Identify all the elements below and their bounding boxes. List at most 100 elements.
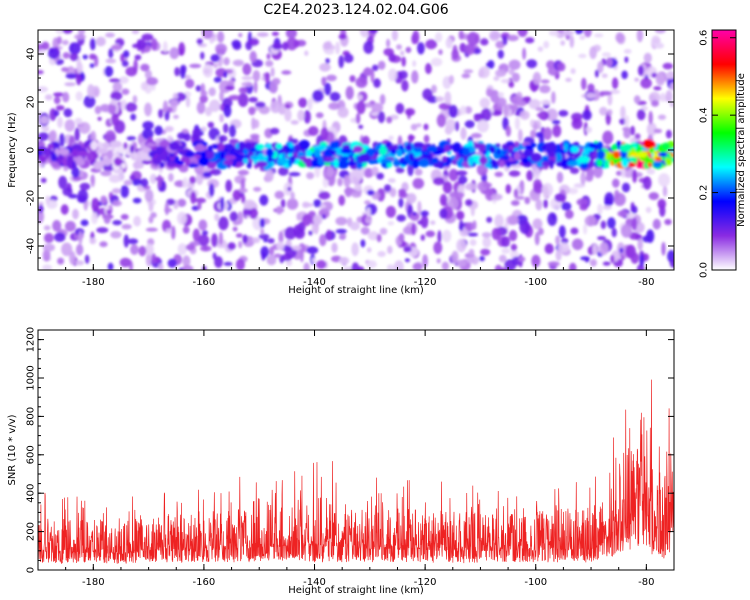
heatmap-ridge-cell [39,155,47,164]
heatmap-cell [391,30,399,41]
heatmap-ridge-cell [352,145,364,154]
heatmap-ridge-cell [610,145,618,151]
heatmap-cell [107,262,114,270]
heatmap-cell [558,242,570,253]
heatmap-cell [422,254,428,268]
heatmap-cell [547,212,558,226]
heatmap-cell [611,227,617,238]
heatmap-cell [351,242,359,257]
heatmap-cell [583,30,592,38]
heatmap-cell [526,59,538,69]
heatmap-cell [238,240,243,249]
heatmap-cell [154,125,163,136]
heatmap-cell [169,99,179,108]
heatmap-cell [290,191,295,201]
heatmap-cell [558,110,569,117]
heatmap-ridge-cell [523,149,532,158]
heatmap-cell [302,214,312,226]
heatmap-ridge-cell [113,152,120,157]
heatmap-cell [473,114,483,122]
heatmap-cell [485,62,491,68]
heatmap-cell [282,41,289,51]
heatmap-cell [423,123,429,131]
heatmap-cell [431,84,437,94]
heatmap-cell [59,133,65,147]
heatmap-cell [423,134,430,143]
heatmap-ridge-cell [120,162,127,169]
heatmap-cell [442,181,453,194]
heatmap-cell [223,71,228,78]
heatmap-cell [360,239,366,248]
heatmap-cell [218,135,228,143]
heatmap-cell [359,30,371,38]
heatmap-cell [208,87,216,97]
heatmap-cell [610,254,615,264]
heatmap-cell [366,189,375,196]
heatmap-cell [448,168,459,182]
heatmap-cell [120,185,129,198]
heatmap-cell [43,232,54,244]
heatmap-ridge-cell [45,149,50,159]
heatmap-cell [587,83,595,93]
heatmap-cell [223,57,230,66]
colorbar-ticks: 0.0 0.2 0.4 0.6 [699,30,736,278]
heatmap-cell [121,60,129,67]
heatmap-cell [38,204,44,213]
heatmap-cell [535,107,545,112]
heatmap-cell [651,72,658,78]
heatmap-cell [211,233,218,248]
heatmap-cell [358,124,364,129]
heatmap-cell [602,130,614,145]
heatmap-cell [316,260,327,269]
heatmap-cell [99,241,108,248]
heatmap-cell [162,100,169,113]
heatmap-cell [140,63,150,72]
heatmap-cell [91,85,101,98]
heatmap-cell [242,234,248,244]
heatmap-cell [376,234,382,243]
heatmap-cell [109,174,121,183]
heatmap-cell [584,215,597,227]
colorbar-tick-label: 0.0 [699,262,710,278]
heatmap-cell [200,51,205,60]
heatmap-cell [377,60,386,70]
heatmap-cell [112,220,122,226]
heatmap-cell [490,193,503,201]
heatmap-cell [91,212,98,225]
heatmap-cell [343,174,351,188]
heatmap-cell [480,38,489,46]
heatmap-ridge-cell [378,146,388,156]
heatmap-cell [508,68,515,76]
heatmap-cell [501,248,511,254]
heatmap-cell [173,114,179,119]
heatmap-ridge-cell [223,159,234,166]
heatmap-cell [303,110,311,124]
heatmap-cell [138,245,147,257]
heatmap-cell [312,214,323,226]
heatmap-cell [248,38,260,46]
x-tick-label: -80 [638,577,654,588]
heatmap-cell [456,210,465,220]
heatmap-cell [404,108,416,116]
heatmap-cell [603,205,612,210]
heatmap-cell [44,94,53,101]
heatmap-cell [134,54,142,61]
heatmap-ridge-cell [521,157,530,165]
heatmap-cell [253,119,260,129]
heatmap-cell [75,91,83,102]
heatmap-cell [362,135,370,146]
heatmap-cell [536,113,545,118]
heatmap-cell [281,70,292,75]
heatmap-ridge-cell [123,142,128,150]
heatmap-cell [121,88,130,95]
heatmap-cell [167,258,177,268]
heatmap-ridge-cell [554,144,562,152]
heatmap-cell [540,79,550,84]
heatmap-cell [415,123,422,128]
heatmap-cell [110,231,122,239]
heatmap-cell [578,53,587,59]
heatmap-cell [55,30,65,35]
heatmap-cell [62,52,70,59]
heatmap-cell [526,170,534,182]
heatmap-cell [100,195,107,204]
